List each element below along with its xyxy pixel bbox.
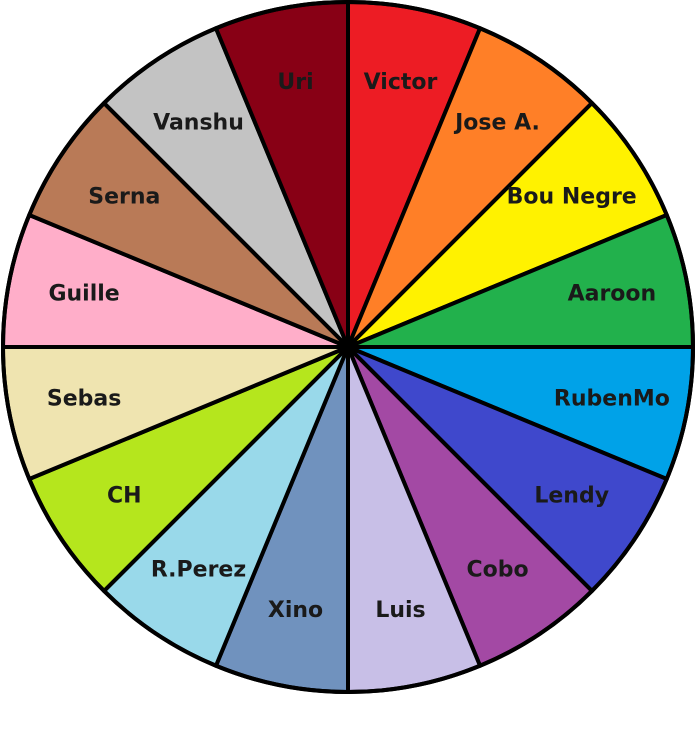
wheel-slice-label: Uri [277, 70, 313, 95]
wheel-slice-label: Cobo [466, 558, 528, 583]
wheel-slice-label: Serna [88, 185, 160, 210]
wheel-slice-label: Luis [375, 598, 425, 623]
wheel-slice-label: Guille [48, 282, 119, 307]
wheel-slice-label: Lendy [534, 484, 609, 509]
wheel-rim [1, 0, 695, 694]
wheel-slice-label: Sebas [47, 387, 121, 412]
wheel-slice-label: Vanshu [153, 110, 244, 135]
wheel-slice-label: Jose A. [453, 110, 540, 135]
wheel-labels: Victor Jose A. Bou Negre Aaroon RubenMo Lendy… [47, 70, 670, 623]
wheel-slice-label: CH [107, 484, 142, 509]
wheel-slice-label: Bou Negre [507, 185, 637, 210]
wheel-slice-label: Aaroon [568, 282, 657, 307]
wheel-slice-label: Victor [364, 70, 438, 95]
wheel-slices [1, 0, 695, 694]
wheel-slice-label: R.Perez [151, 558, 246, 583]
wheel-slice-label: Xino [268, 598, 323, 623]
wheel-slice-label: RubenMo [554, 387, 670, 412]
